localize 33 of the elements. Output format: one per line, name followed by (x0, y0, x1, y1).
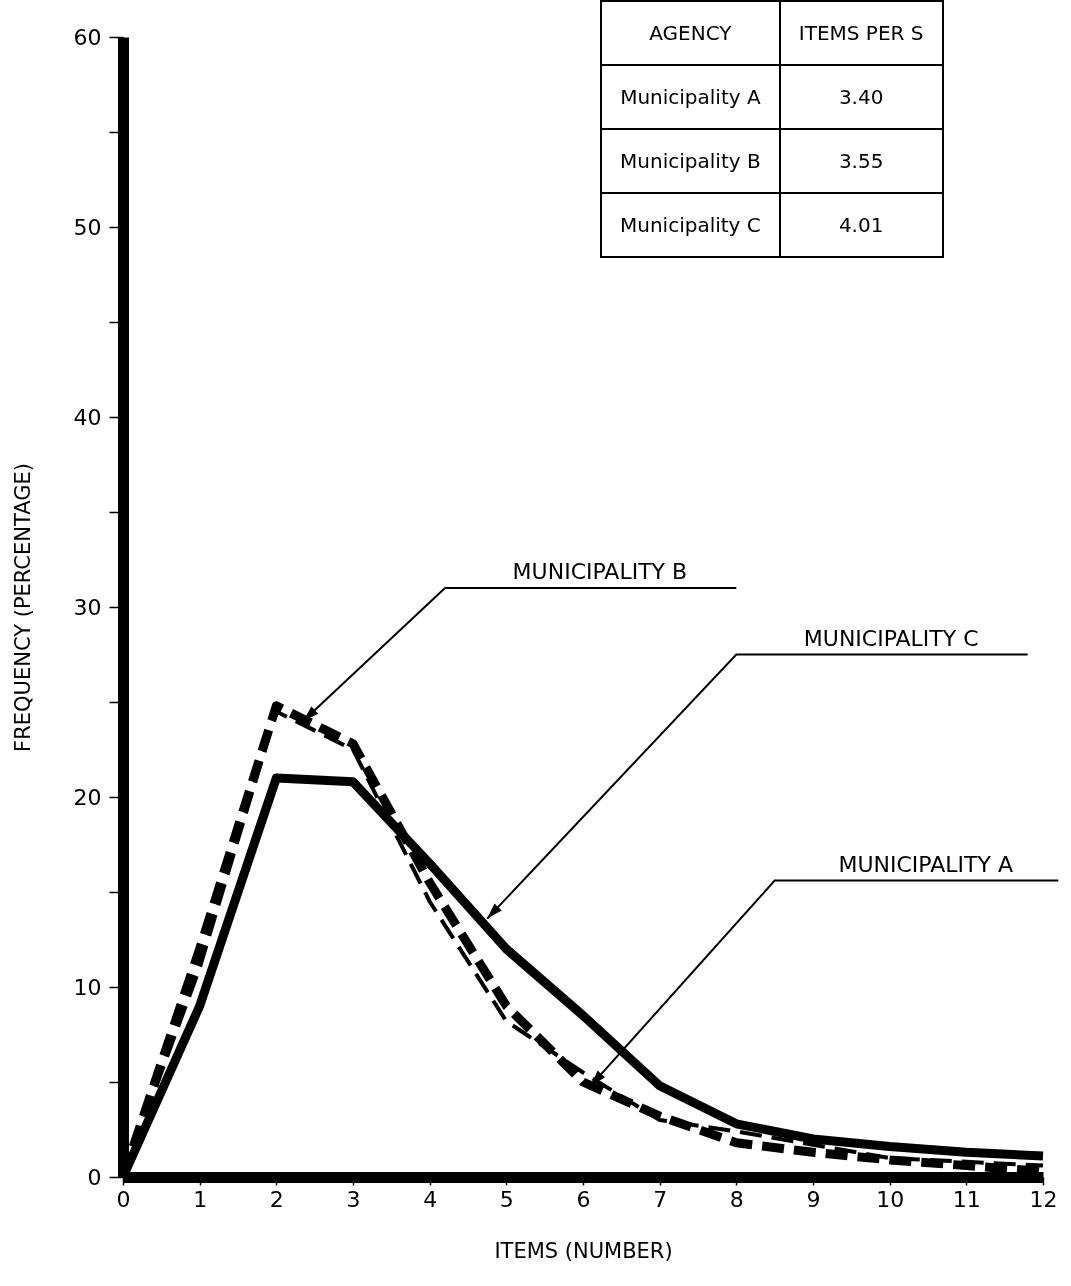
x-tick-label: 7 (653, 1186, 668, 1212)
y-tick-label: 20 (73, 784, 102, 810)
x-tick-label: 6 (576, 1186, 591, 1212)
annotation: ITEMS PER S (779, 1, 943, 65)
y-tick-label: 60 (73, 24, 102, 50)
x-tick-label: 11 (952, 1186, 981, 1212)
x-tick-label: 4 (423, 1186, 438, 1212)
y-tick-label: 10 (73, 974, 102, 1000)
x-tick-label: 2 (269, 1186, 284, 1212)
x-tick-label: 12 (1029, 1186, 1058, 1212)
text: MUNICIPALITY A (838, 851, 1013, 877)
text: MUNICIPALITY B (512, 559, 688, 584)
y-tick-label: 40 (73, 404, 102, 430)
x-tick-label: 3 (346, 1186, 361, 1212)
x-tick-label: 8 (729, 1186, 744, 1212)
x-tick-label: 10 (876, 1186, 905, 1212)
annotation: 3.40 (779, 65, 943, 129)
x-tick-label: 0 (116, 1186, 131, 1212)
y-tick-label: 30 (73, 594, 102, 620)
annotation: Municipality C (601, 193, 780, 257)
annotation: AGENCY (601, 1, 780, 65)
text: MUNICIPALITY C (803, 625, 979, 651)
annotation: Municipality A (601, 65, 780, 129)
y-tick-label: 0 (87, 1164, 102, 1190)
annotation: 3.55 (779, 129, 943, 193)
x-tick-label: 1 (193, 1186, 208, 1212)
y-axis-title: FREQUENCY (PERCENTAGE) (10, 463, 35, 752)
y-tick-label: 50 (73, 214, 102, 240)
annotation: 4.01 (779, 193, 943, 257)
annotation: Municipality B (601, 129, 780, 193)
x-tick-label: 9 (806, 1186, 821, 1212)
x-axis-title: ITEMS (NUMBER) (494, 1238, 673, 1263)
x-tick-label: 5 (499, 1186, 514, 1212)
